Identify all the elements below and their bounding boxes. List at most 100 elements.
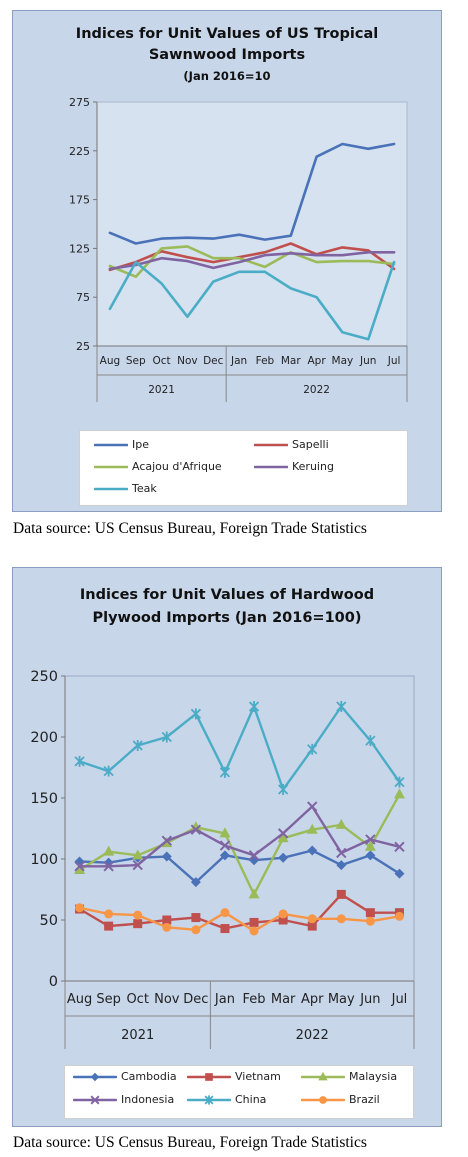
y-tick-label: 125 [69,242,90,255]
data-point [132,740,143,752]
legend-label: Acajou d'Afrique [132,460,222,473]
data-point [219,827,231,838]
data-point [133,919,143,929]
data-point [307,801,318,812]
data-point [219,850,230,861]
data-source-note: Data source: US Census Bureau, Foreign T… [13,1134,367,1151]
data-point [394,868,405,879]
data-point [103,861,114,872]
legend-item-malaysia: Malaysia [301,1070,397,1083]
y-tick-label: 75 [76,291,90,304]
year-group-label: 2022 [296,1028,329,1043]
y-tick-label: 150 [30,791,58,807]
legend-label: Keruing [292,460,334,473]
series-china [74,701,405,795]
legend-item-china: China [187,1093,266,1106]
data-point [278,909,288,919]
data-source-note: Data source: US Census Bureau, Foreign T… [13,520,367,537]
x-tick-label: Dec [183,992,208,1007]
x-tick-label: May [332,355,354,367]
y-tick-label: 50 [40,913,58,929]
data-point [248,850,260,861]
data-point [104,921,114,931]
data-point [307,914,317,924]
year-group-label: 2022 [303,384,330,396]
data-point [277,832,289,843]
plywood-chart-panel: Indices for Unit Values of Hardwood Plyw… [12,567,442,1127]
data-point [133,910,143,920]
data-point [394,911,404,921]
y-tick-label: 225 [69,145,90,158]
data-point [336,860,347,871]
legend-item-vietnam: Vietnam [187,1070,281,1083]
data-point [394,776,405,788]
legend-swatch [73,1072,117,1081]
legend-label: Brazil [349,1093,380,1106]
x-tick-label: Feb [243,992,266,1007]
legend-swatch [187,1072,231,1081]
legend-label: Teak [132,482,157,495]
y-tick-label: 200 [30,730,58,746]
x-tick-label: Aug [67,992,92,1007]
legend-swatch-marker [319,1095,327,1104]
series-brazil [75,903,404,936]
legend-item-sapelli: Sapelli [254,438,329,451]
series-line-indonesia [78,805,401,868]
data-point [248,701,260,712]
year-group-label: 2021 [148,384,175,396]
data-point [248,888,260,899]
data-point [190,824,202,835]
data-point [220,924,230,934]
data-point [104,909,114,919]
legend-swatch-marker [204,1094,214,1105]
legend-swatch [301,1071,345,1080]
x-tick-label: Mar [281,355,301,367]
data-point [162,922,172,932]
data-point [190,708,202,720]
legend-item-ipe: Ipe [94,438,149,451]
series-indonesia [74,801,405,872]
data-point [364,840,376,851]
x-tick-label: Apr [307,355,326,367]
data-point [365,834,376,845]
legend-item-keruing: Keruing [254,460,334,473]
data-point [365,916,375,926]
sawnwood-chart: 275 225 175 125 75 25 Aug Sep Oct Nov Dec Jan Feb Mar… [69,96,408,402]
data-point [336,889,346,899]
series-line-brazil [78,906,401,933]
sawnwood-legend: Ipe Sapelli Acajou d'Afrique Keruing Teak [79,430,408,506]
chart-title-line1: Indices for Unit Values of US Tropical [75,26,379,42]
data-point [162,915,172,925]
data-point [307,743,318,755]
y-tick-label: 275 [69,96,90,109]
legend-item-teak: Teak [94,482,157,495]
legend-label: Ipe [132,438,149,451]
legend-swatch [187,1094,231,1105]
legend-label: China [235,1093,267,1106]
data-point [336,914,346,924]
data-point [161,851,172,862]
x-tick-label: Apr [301,992,324,1007]
x-tick-label: Oct [126,992,148,1007]
x-tick-label: Jul [387,355,401,367]
data-point [277,828,289,839]
data-point [335,818,347,829]
series-malaysia [74,788,405,899]
legend-label: Cambodia [121,1070,177,1083]
legend-label: Indonesia [121,1093,175,1106]
data-point [132,849,144,860]
x-tick-label: Jan [214,992,235,1007]
data-point [132,859,143,871]
legend-label: Malaysia [349,1070,398,1083]
x-tick-label: May [328,992,355,1007]
data-point [365,850,376,861]
data-point [336,701,347,712]
sawnwood-chart-panel: Indices for Unit Values of US Tropical S… [12,10,442,512]
series-line-keruing [108,251,396,271]
y-tick-label: 0 [49,974,58,990]
series-ipe [108,142,396,245]
plywood-legend: Cambodia Vietnam Malaysia Indonesia China Bra… [64,1065,414,1119]
y-tick-label: 250 [30,669,58,685]
x-tick-label: Sep [96,992,121,1007]
data-point [74,755,85,767]
